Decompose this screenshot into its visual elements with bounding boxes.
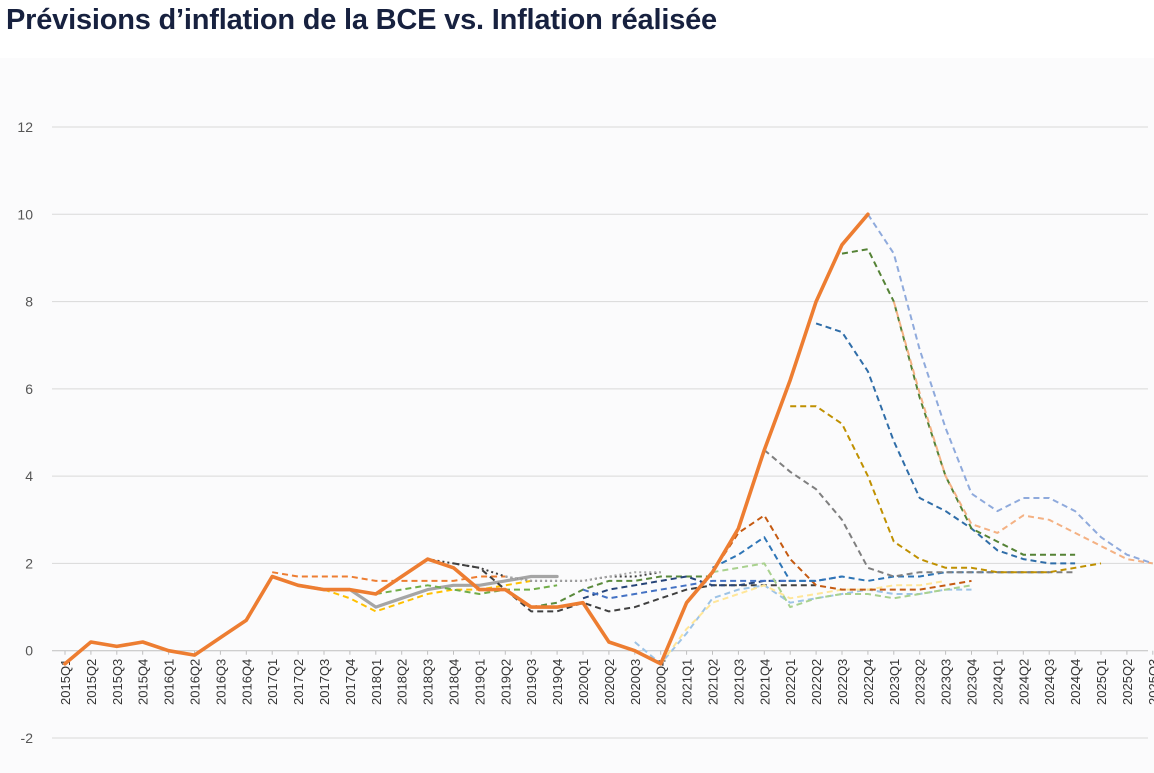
x-tick-label: 2025Q1 xyxy=(1094,659,1109,705)
series-line-forecast xyxy=(892,301,1153,565)
x-tick-label: 2016Q4 xyxy=(239,659,254,705)
x-tick-label: 2021Q2 xyxy=(706,659,721,705)
x-tick-label: 2017Q1 xyxy=(265,659,280,705)
y-tick-label: 4 xyxy=(25,468,33,484)
series-line-forecast xyxy=(711,514,972,591)
x-tick-label: 2018Q2 xyxy=(395,659,410,705)
y-tick-label: 10 xyxy=(17,206,33,222)
series-line-forecast xyxy=(272,571,506,582)
series-line-forecast xyxy=(323,579,532,613)
x-tick-label: 2020Q4 xyxy=(654,659,669,705)
series-line-forecast xyxy=(790,405,1102,574)
x-tick-label: 2022Q2 xyxy=(809,659,824,705)
series-line-forecast xyxy=(296,574,559,609)
x-tick-label: 2024Q2 xyxy=(1016,659,1031,705)
x-axis-ticks: 2015Q1 2015Q2 2015Q3 2015Q4 2016Q1 2016Q2 2016… xyxy=(58,650,1154,705)
x-tick-label: 2024Q3 xyxy=(1042,659,1057,705)
x-tick-label: 2022Q3 xyxy=(835,659,850,705)
x-tick-label: 2016Q3 xyxy=(213,659,228,705)
y-tick-label: 2 xyxy=(25,555,33,571)
x-tick-label: 2022Q1 xyxy=(783,659,798,705)
series-line-forecast xyxy=(453,562,817,613)
series-line-forecast xyxy=(505,571,661,582)
x-tick-label: 2020Q1 xyxy=(576,659,591,705)
series-line-forecast xyxy=(815,322,1076,565)
x-tick-label: 2021Q4 xyxy=(757,659,772,705)
gridlines xyxy=(52,126,1148,739)
x-tick-label: 2017Q4 xyxy=(343,659,358,705)
x-tick-label: 2017Q2 xyxy=(291,659,306,705)
x-tick-label: 2023Q2 xyxy=(913,659,928,705)
y-tick-label: 6 xyxy=(25,381,33,397)
x-tick-label: 2023Q4 xyxy=(965,659,980,705)
y-tick-label: -2 xyxy=(21,730,34,746)
series-line-realized xyxy=(63,212,870,666)
x-tick-label: 2025Q2 xyxy=(1120,659,1135,705)
series-line-forecast xyxy=(867,213,1154,565)
x-tick-label: 2021Q1 xyxy=(680,659,695,705)
series-line-forecast xyxy=(531,575,713,609)
x-tick-label: 2019Q3 xyxy=(524,659,539,705)
x-tick-label: 2015Q2 xyxy=(84,659,99,705)
y-axis-ticks: -2 0 2 4 6 8 10 12 xyxy=(17,119,33,746)
series-line-forecast xyxy=(712,562,972,609)
series-line-forecast xyxy=(582,575,791,600)
y-tick-label: 12 xyxy=(17,119,33,135)
x-tick-label: 2018Q1 xyxy=(369,659,384,705)
x-tick-label: 2016Q2 xyxy=(188,659,203,705)
x-tick-label: 2015Q4 xyxy=(136,659,151,705)
x-tick-label: 2019Q2 xyxy=(498,659,513,705)
x-tick-label: 2018Q4 xyxy=(447,659,462,705)
x-tick-label: 2023Q3 xyxy=(939,659,954,705)
y-tick-label: 0 xyxy=(25,643,33,659)
series-line-forecast xyxy=(841,248,1076,556)
x-tick-label: 2020Q2 xyxy=(602,659,617,705)
x-tick-label: 2018Q3 xyxy=(421,659,436,705)
x-tick-label: 2021Q3 xyxy=(731,659,746,705)
x-tick-label: 2016Q1 xyxy=(162,659,177,705)
x-tick-label: 2024Q1 xyxy=(990,659,1005,705)
series-line-forecast xyxy=(634,579,946,665)
series-lines xyxy=(63,212,1154,666)
x-tick-label: 2019Q1 xyxy=(472,659,487,705)
series-line-forecast xyxy=(582,575,843,600)
x-tick-label: 2017Q3 xyxy=(317,659,332,705)
x-tick-label: 2019Q4 xyxy=(550,659,565,705)
y-tick-label: 8 xyxy=(25,294,33,310)
x-tick-label: 2015Q3 xyxy=(110,659,125,705)
chart-title: Prévisions d’inflation de la BCE vs. Inf… xyxy=(6,4,717,36)
series-line-forecast xyxy=(375,584,558,595)
x-tick-label: 2025Q3 xyxy=(1146,659,1154,705)
x-tick-label: 2022Q4 xyxy=(861,659,876,705)
x-tick-label: 2020Q3 xyxy=(628,659,643,705)
x-tick-label: 2024Q4 xyxy=(1068,659,1083,705)
x-tick-label: 2015Q1 xyxy=(58,659,73,705)
series-line-forecast xyxy=(712,536,1050,582)
series-line-forecast xyxy=(763,449,1076,578)
series-line-forecast xyxy=(634,584,972,665)
x-tick-label: 2023Q1 xyxy=(887,659,902,705)
